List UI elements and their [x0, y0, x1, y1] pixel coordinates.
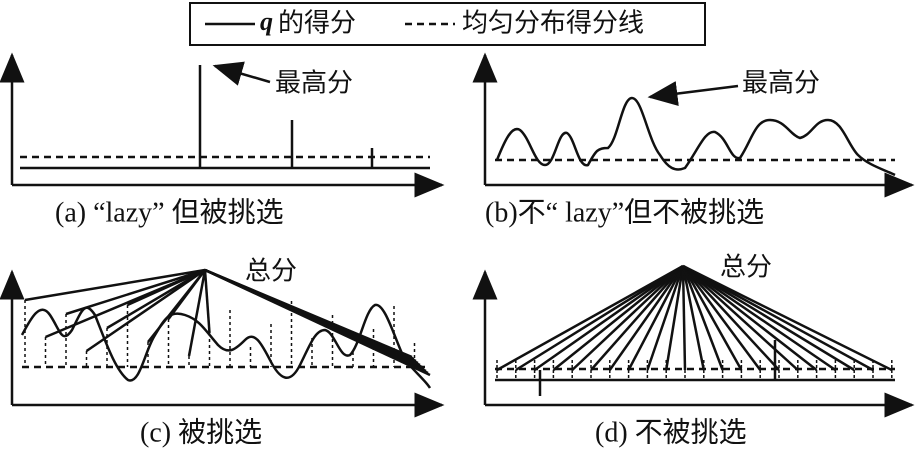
- fan-line: [682, 265, 780, 371]
- legend-symbol: q: [260, 7, 273, 36]
- legend-label: 的得分: [278, 9, 356, 39]
- fan-line: [681, 265, 687, 371]
- fan-line: [590, 265, 684, 371]
- fan-line: [681, 265, 743, 371]
- fan-line: [682, 264, 874, 372]
- fan-line: [552, 265, 684, 371]
- legend: q 的得分 均匀分布得分线: [189, 2, 706, 46]
- legend-label: 均匀分布得分线: [462, 9, 644, 39]
- caption: (d) 不被挑选: [595, 416, 747, 448]
- panel-c: 总分 (c) 被挑选: [0, 257, 445, 448]
- fan-line: [167, 269, 207, 320]
- fan-line: [65, 268, 206, 316]
- fan-line: [203, 269, 211, 334]
- fan-line: [496, 264, 684, 372]
- fan-line: [85, 268, 206, 353]
- fan-line: [608, 265, 685, 371]
- fan-line: [682, 264, 893, 372]
- annotation: 最高分: [275, 69, 353, 99]
- fan-line: [106, 268, 206, 330]
- fan-line: [627, 265, 685, 371]
- fan-line: [204, 268, 431, 377]
- fan-line: [646, 265, 685, 371]
- fan-line: [187, 269, 207, 357]
- fan-line: [682, 264, 855, 372]
- fan-line: [664, 265, 685, 371]
- annotation: 总分: [245, 257, 297, 287]
- arrow: [212, 61, 271, 86]
- caption: (c) 被挑选: [140, 416, 262, 448]
- panel-d: 总分 (d) 不被挑选: [472, 253, 915, 448]
- annotation: 总分: [720, 253, 772, 283]
- fan-line: [126, 268, 206, 307]
- arrow: [647, 81, 739, 106]
- panel-b: 最高分 (b)不“ lazy”但不被挑选: [472, 52, 915, 228]
- fan-line: [681, 265, 706, 371]
- fan-line: [681, 265, 724, 371]
- fan-line: [682, 264, 837, 372]
- fan-line: [533, 264, 684, 372]
- caption: (a) “lazy” 但被挑选: [55, 196, 284, 228]
- score-curve: [495, 96, 896, 177]
- fan-line: [682, 265, 818, 371]
- fan-line: [682, 265, 799, 371]
- fan-line: [24, 268, 206, 302]
- legend-box: [189, 2, 706, 46]
- annotation: 最高分: [742, 69, 820, 99]
- caption: (b)不“ lazy”但不被挑选: [485, 196, 764, 228]
- panel-a: 最高分 (a) “lazy” 但被挑选: [0, 52, 445, 228]
- fan-line: [515, 264, 684, 372]
- fan-line: [571, 265, 684, 371]
- fan-line: [681, 265, 762, 371]
